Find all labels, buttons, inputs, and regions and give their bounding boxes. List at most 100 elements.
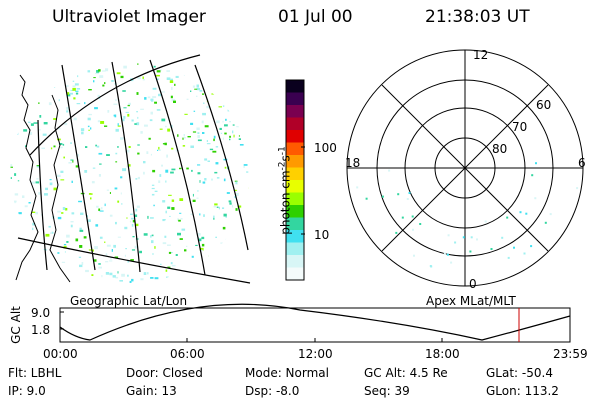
colorbar-tick-label-100: 100 bbox=[314, 141, 337, 155]
glat-label: GLat: -50.4 bbox=[486, 366, 553, 380]
emission-pixel bbox=[116, 72, 121, 75]
emission-pixel bbox=[148, 137, 151, 140]
emission-pixel bbox=[224, 166, 227, 169]
emission-pixel bbox=[70, 159, 74, 161]
emission-pixel bbox=[109, 192, 111, 194]
emission-pixel bbox=[23, 74, 25, 77]
emission-pixel bbox=[87, 117, 91, 121]
emission-pixel bbox=[57, 252, 60, 254]
emission-pixel bbox=[110, 257, 112, 260]
emission-pixel bbox=[29, 132, 33, 135]
emission-pixel bbox=[525, 212, 528, 215]
emission-pixel bbox=[75, 92, 79, 95]
emission-pixel bbox=[107, 110, 110, 113]
emission-pixel bbox=[242, 275, 246, 277]
emission-pixel bbox=[79, 227, 82, 230]
emission-pixel bbox=[88, 113, 92, 116]
emission-pixel bbox=[186, 98, 189, 100]
emission-pixel bbox=[535, 162, 537, 165]
emission-pixel bbox=[171, 207, 175, 210]
emission-pixel bbox=[70, 142, 72, 144]
emission-pixel bbox=[161, 91, 165, 93]
emission-pixel bbox=[93, 80, 95, 83]
emission-pixel bbox=[202, 93, 204, 95]
emission-pixel bbox=[199, 247, 204, 251]
emission-pixel bbox=[247, 236, 250, 239]
emission-pixel bbox=[61, 212, 64, 214]
emission-pixel bbox=[181, 228, 186, 231]
emission-pixel bbox=[43, 122, 48, 125]
emission-pixel bbox=[58, 143, 63, 145]
emission-pixel bbox=[161, 61, 164, 63]
emission-pixel bbox=[102, 84, 105, 87]
meridian-5 bbox=[194, 64, 249, 251]
emission-pixel bbox=[143, 233, 148, 236]
emission-pixel bbox=[401, 216, 404, 219]
emission-pixel bbox=[224, 132, 227, 135]
emission-pixel bbox=[13, 99, 16, 102]
emission-pixel bbox=[135, 208, 138, 212]
emission-pixel bbox=[86, 215, 88, 218]
emission-pixel bbox=[58, 99, 60, 102]
emission-pixel bbox=[120, 137, 124, 140]
emission-pixel bbox=[191, 255, 194, 258]
emission-pixel bbox=[44, 193, 48, 196]
emission-pixel bbox=[11, 83, 15, 86]
emission-pixel bbox=[211, 178, 213, 181]
emission-pixel bbox=[242, 246, 247, 248]
emission-pixel bbox=[125, 248, 127, 250]
emission-pixel bbox=[245, 115, 250, 118]
emission-pixel bbox=[10, 164, 13, 167]
emission-pixel bbox=[158, 146, 160, 150]
emission-pixel bbox=[170, 171, 174, 174]
emission-pixel bbox=[124, 226, 128, 230]
emission-pixel bbox=[248, 226, 250, 229]
emission-pixel bbox=[38, 192, 41, 195]
emission-pixel bbox=[79, 278, 83, 281]
emission-pixel bbox=[154, 63, 158, 65]
emission-pixel bbox=[60, 170, 64, 173]
x-label-2359: 23:59 bbox=[553, 347, 588, 361]
emission-pixel bbox=[72, 66, 76, 69]
emission-pixel bbox=[170, 95, 173, 99]
emission-pixel bbox=[111, 249, 113, 252]
emission-pixel bbox=[211, 93, 215, 95]
colorbar-segment bbox=[286, 105, 304, 118]
colorbar-segment bbox=[286, 130, 304, 143]
colorbar-segment bbox=[286, 205, 304, 218]
emission-pixel bbox=[72, 63, 75, 65]
emission-pixel bbox=[101, 275, 103, 278]
emission-pixel bbox=[123, 116, 126, 119]
emission-pixel bbox=[125, 111, 129, 113]
emission-pixel bbox=[150, 98, 154, 101]
emission-pixel bbox=[158, 93, 162, 97]
emission-pixel bbox=[243, 211, 246, 215]
emission-pixel bbox=[236, 77, 239, 79]
emission-pixel bbox=[202, 132, 205, 134]
emission-pixel bbox=[53, 145, 56, 148]
emission-pixel bbox=[52, 86, 56, 88]
emission-pixel bbox=[30, 264, 34, 266]
emission-pixel bbox=[154, 101, 157, 104]
emission-pixel bbox=[97, 120, 101, 123]
glon-label: GLon: 113.2 bbox=[486, 384, 559, 398]
emission-pixel bbox=[130, 217, 135, 220]
emission-pixel bbox=[170, 262, 173, 265]
emission-pixel bbox=[92, 249, 94, 252]
emission-pixel bbox=[506, 216, 509, 219]
emission-pixel bbox=[25, 79, 29, 81]
emission-pixel bbox=[544, 221, 547, 224]
colorbar-segment bbox=[286, 80, 304, 93]
emission-pixel bbox=[203, 102, 205, 104]
emission-pixel bbox=[10, 110, 14, 113]
emission-pixel bbox=[49, 182, 53, 186]
emission-pixel bbox=[233, 134, 235, 138]
emission-pixel bbox=[25, 63, 29, 64]
emission-pixel bbox=[469, 250, 472, 253]
emission-pixel bbox=[127, 260, 130, 263]
emission-pixel bbox=[213, 205, 217, 208]
emission-pixel bbox=[137, 63, 139, 65]
emission-pixel bbox=[530, 245, 533, 248]
emission-pixel bbox=[171, 168, 176, 171]
emission-pixel bbox=[179, 198, 184, 201]
